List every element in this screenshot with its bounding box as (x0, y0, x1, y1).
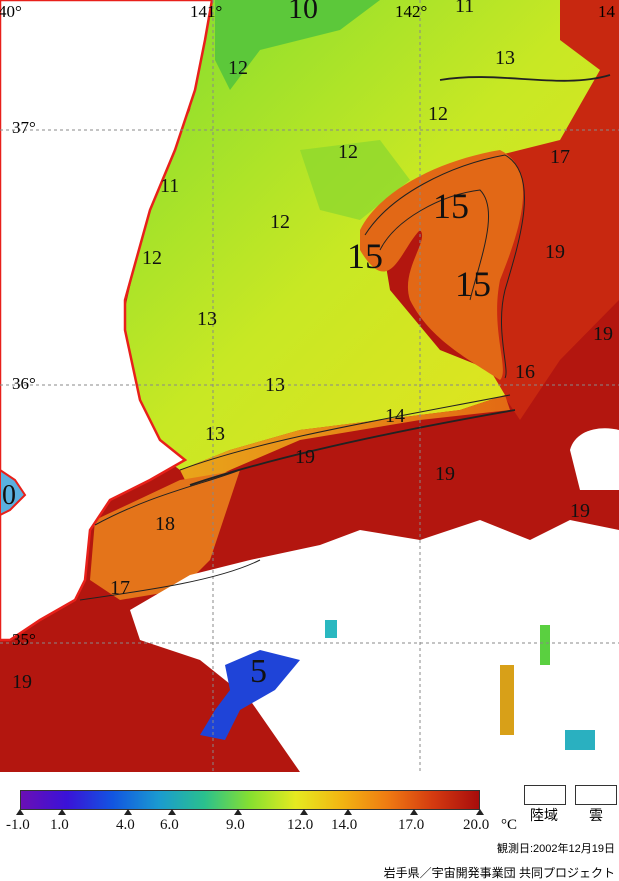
contour-label: 10 (288, 0, 318, 25)
lon-label: 40° (0, 2, 22, 21)
contour-label: 19 (295, 446, 315, 468)
contour-label: 13 (265, 374, 285, 396)
colorbar-label: 20.0 (463, 817, 490, 833)
cold-eddy (200, 650, 300, 740)
cold-patch-north (215, 0, 380, 90)
cold-fleck (540, 625, 550, 665)
colorbar-tick (16, 809, 24, 815)
contour-label: 15 (433, 186, 469, 226)
colorbar-tick (344, 809, 352, 815)
coastal-warm-strip (90, 470, 240, 600)
contour-label: 16 (515, 361, 535, 383)
isotherm (179, 394, 511, 471)
contour-label: 18 (155, 513, 175, 535)
land-boso (0, 468, 27, 517)
cloud-swatch (575, 785, 617, 805)
colorbar-label: 4.0 (116, 817, 135, 833)
contour-label: 15 (347, 236, 383, 276)
colorbar-tick (168, 809, 176, 815)
contour-label: 17 (550, 146, 570, 168)
colorbar-tick (124, 809, 132, 815)
lon-label: 142° (395, 2, 428, 21)
colorbar-tick (300, 809, 308, 815)
contour-label: 19 (435, 463, 455, 485)
cloud-region-south (130, 520, 619, 772)
land-swatch (524, 785, 566, 805)
contour-label: 12 (270, 211, 290, 233)
colorbar-tick (476, 809, 484, 815)
contour-label: 5 (250, 653, 267, 690)
cloud-label: 雲 (589, 807, 603, 823)
lon-label: 14 (598, 2, 615, 21)
colorbar-tick (234, 809, 242, 815)
lat-label: 37° (12, 118, 36, 137)
colorbar-tick (410, 809, 418, 815)
lon-label: 141° (190, 2, 223, 21)
cold-patch-center (300, 140, 410, 220)
warm-tongue (360, 150, 524, 380)
frontal-band (180, 395, 510, 490)
credit: 岩手県／宇宙開発事業団 共同プロジェクト (383, 866, 615, 880)
contour-label: 17 (110, 577, 130, 599)
contour-label: 11 (160, 175, 179, 197)
isotherm (79, 559, 261, 601)
contour-label: 13 (495, 47, 515, 69)
unit-label: °C (501, 817, 518, 833)
colorbar-label: 9.0 (226, 817, 245, 833)
contour-label: 11 (455, 0, 474, 17)
contour-label: 19 (545, 241, 565, 263)
isotherm (364, 154, 525, 379)
contour-label: 13 (197, 308, 217, 330)
observation-date: 観測日:2002年12月19日 (497, 843, 615, 855)
cold-fleck (500, 665, 514, 735)
colorbar-label: 17.0 (398, 817, 425, 833)
contour-label: 12 (142, 247, 162, 269)
contour-label: 19 (570, 500, 590, 522)
colorbar-label: 1.0 (50, 817, 69, 833)
cold-fleck (565, 730, 595, 750)
colorbar-label: -1.0 (6, 817, 30, 833)
contour-label: 12 (428, 103, 448, 125)
cloud-region-east (570, 428, 619, 490)
lat-label: 35° (12, 630, 36, 649)
isotherm (94, 469, 241, 526)
colorbar (20, 790, 480, 810)
contour-label: 14 (385, 405, 405, 427)
land-honshu (0, 0, 214, 642)
contour-label: 19 (593, 323, 613, 345)
contour-label: 0 (2, 480, 16, 511)
isotherm (439, 74, 611, 82)
colorbar-label: 14.0 (331, 817, 358, 833)
contour-label: 12 (228, 57, 248, 79)
isotherm (379, 189, 490, 301)
isotherm (189, 409, 516, 486)
contour-label: 13 (205, 423, 225, 445)
sst-map: 10 11 11 12 12 12 12 12 13 13 13 13 15 1… (0, 0, 619, 772)
land-label: 陸域 (530, 807, 558, 823)
cold-fleck (325, 620, 337, 638)
lat-label: 36° (12, 374, 36, 393)
contour-label: 15 (455, 264, 491, 304)
colorbar-tick (58, 809, 66, 815)
legend: -1.0 1.0 4.0 6.0 9.0 12.0 14.0 17.0 20.0… (0, 772, 619, 881)
contour-label: 12 (338, 141, 358, 163)
contour-label: 19 (12, 671, 32, 693)
colorbar-label: 12.0 (287, 817, 314, 833)
colorbar-label: 6.0 (160, 817, 179, 833)
